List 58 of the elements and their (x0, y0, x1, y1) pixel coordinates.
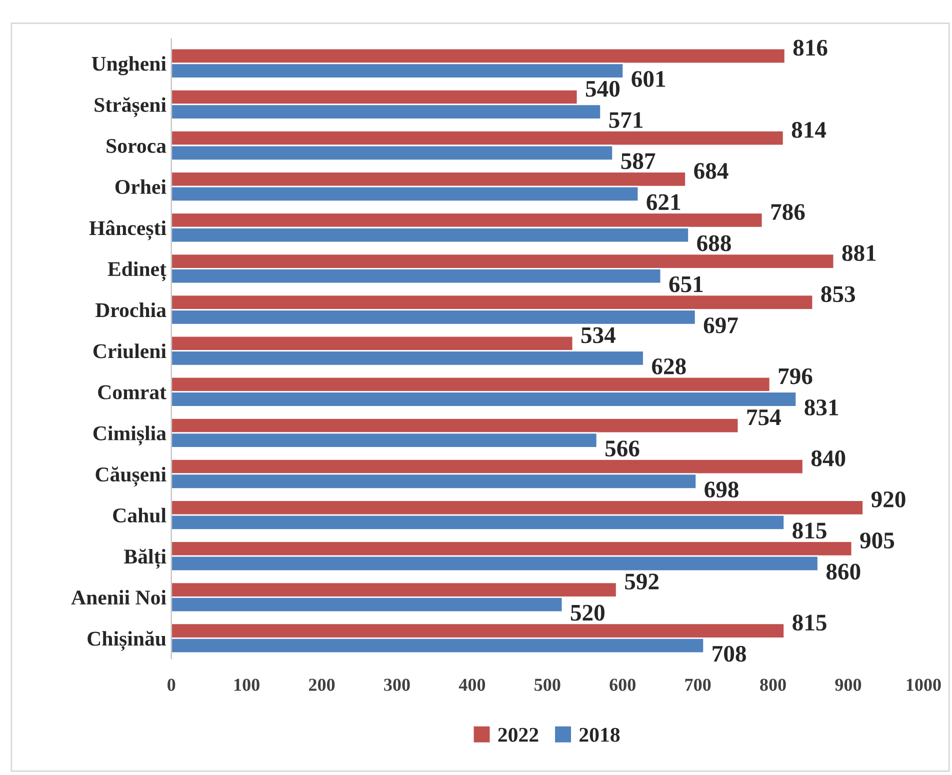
data-label: 621 (646, 194, 680, 210)
x-tick-label: 0 (168, 678, 176, 691)
y-tick-label: Comrat (98, 385, 166, 400)
data-label: 786 (771, 204, 805, 220)
data-label: 853 (821, 286, 856, 302)
data-label: 814 (792, 122, 826, 138)
x-tick-label: 600 (610, 678, 636, 691)
data-label: 592 (625, 574, 659, 590)
y-tick-label: Cimișlia (93, 426, 166, 446)
data-label: 534 (581, 327, 616, 344)
y-tick-label: Orhei (115, 179, 166, 194)
x-tick-label: 700 (685, 678, 711, 691)
data-label: 684 (694, 162, 728, 179)
y-tick-label: Hâncești (89, 220, 166, 240)
x-tick-label: 400 (458, 678, 486, 691)
y-tick-label: Drochia (95, 302, 166, 318)
y-tick-label: Anenii Noi (71, 590, 166, 605)
data-label: 754 (747, 410, 781, 426)
data-label: 571 (609, 112, 643, 128)
data-label: 860 (826, 564, 860, 580)
y-tick-label: Soroca (106, 138, 166, 153)
y-tick-label: Cahul (113, 508, 166, 523)
data-label: 520 (570, 604, 604, 621)
data-label: 628 (652, 358, 686, 374)
x-tick-label: 900 (835, 678, 862, 691)
data-label: 698 (704, 482, 738, 498)
y-tick-label: Chișinău (88, 630, 166, 651)
data-label: 816 (793, 40, 828, 56)
legend-label: 2018 (580, 728, 620, 742)
data-label: 566 (606, 440, 640, 456)
y-tick-label: Strășeni (94, 97, 166, 118)
data-label: 815 (792, 614, 826, 631)
y-tick-label: Criuleni (93, 344, 166, 358)
data-label: 815 (792, 522, 826, 539)
x-tick-label: 500 (534, 678, 560, 691)
data-label: 796 (778, 368, 812, 384)
y-tick-label: Căușeni (96, 466, 166, 487)
data-label: 920 (871, 491, 906, 508)
data-label: 881 (842, 245, 876, 262)
data-label: 831 (804, 399, 838, 416)
x-tick-label: 300 (384, 678, 410, 691)
y-tick-label: Ungheni (92, 56, 166, 76)
data-label: 697 (704, 317, 738, 334)
legend-label: 2022 (498, 728, 538, 742)
data-label: 651 (669, 276, 703, 292)
y-tick-label: Bălți (124, 548, 166, 569)
data-label: 587 (621, 153, 656, 170)
x-tick-label: 1000 (906, 678, 941, 691)
data-label: 708 (712, 646, 746, 662)
data-label: 540 (586, 80, 620, 97)
data-label: 840 (811, 450, 846, 466)
y-tick-label: Edineț (108, 261, 166, 282)
x-tick-label: 200 (308, 678, 335, 691)
x-tick-label: 800 (760, 678, 786, 691)
data-label: 905 (860, 532, 894, 548)
x-tick-label: 100 (234, 678, 260, 691)
data-label: 688 (697, 235, 731, 252)
data-label: 601 (632, 71, 666, 87)
